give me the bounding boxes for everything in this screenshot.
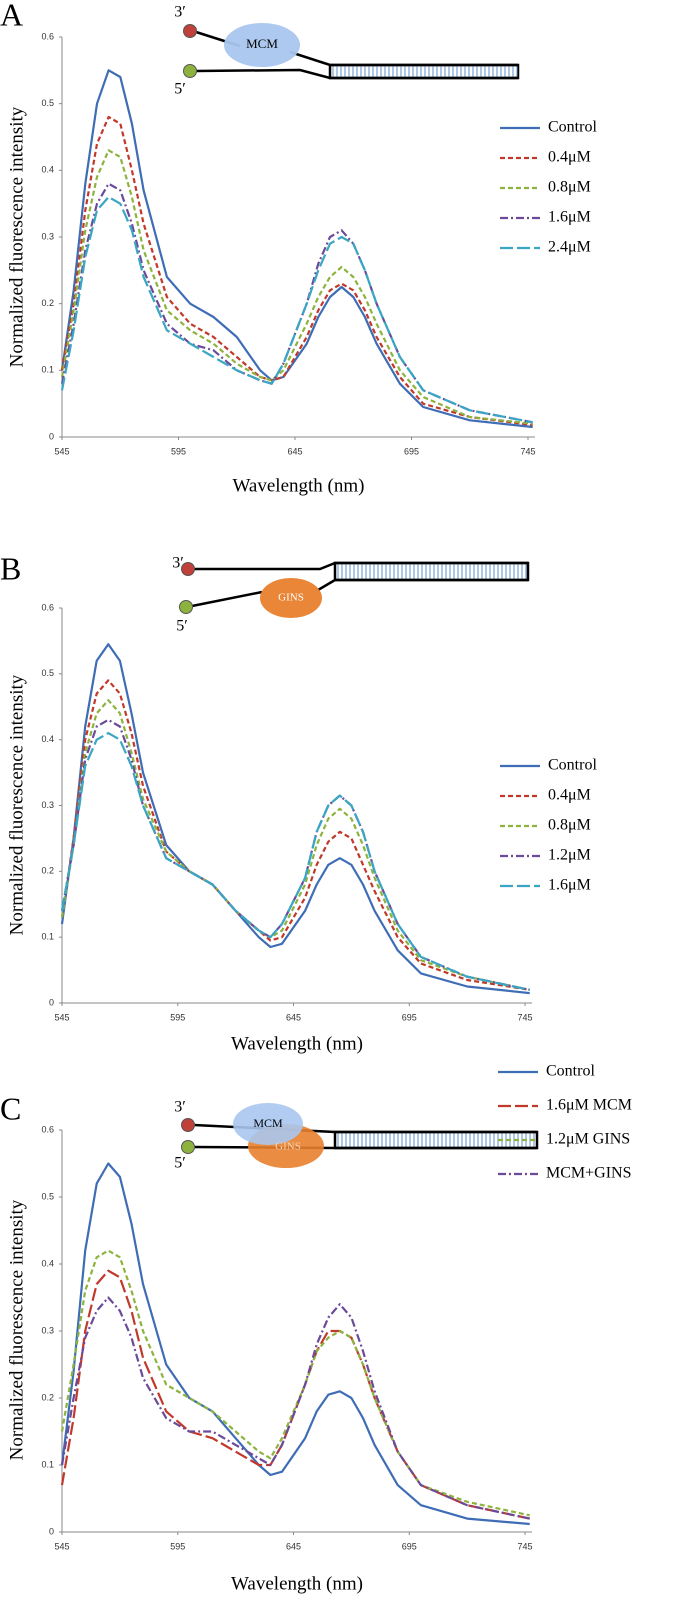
legend-label: 0.4μM [548, 149, 591, 166]
y-tick-label: 0.3 [41, 231, 54, 241]
duplex-outline [328, 63, 520, 80]
y-tick-label: 0.6 [41, 602, 54, 612]
series-line [60, 718, 530, 991]
legend-label: 1.6μM MCM [546, 1097, 632, 1114]
series-line [60, 182, 533, 424]
legend-label: Control [546, 1063, 595, 1080]
legend-label: 0.8μM [548, 817, 591, 834]
diagram-label: 5′ [176, 618, 188, 635]
series-line [60, 1296, 530, 1520]
x-tick-label: 745 [518, 1541, 533, 1551]
x-tick-label: 695 [404, 446, 419, 456]
y-tick-label: 0.2 [41, 298, 54, 308]
series-line [60, 699, 530, 991]
legend-label: Control [548, 119, 597, 136]
diagram-label: GINS [278, 592, 304, 604]
fluorophore [183, 24, 197, 38]
y-tick-label: 0.4 [41, 734, 54, 744]
series-line [60, 1162, 530, 1526]
protein [260, 578, 322, 618]
legend-label: 1.6μM [548, 877, 591, 894]
y-tick-label: 0.5 [41, 1191, 54, 1201]
series-line [60, 115, 533, 427]
y-tick-label: 0.1 [41, 365, 54, 375]
x-tick-label: 545 [54, 1012, 69, 1022]
x-tick-label: 645 [286, 1541, 301, 1551]
legend-label: Control [548, 757, 597, 774]
x-axis-label: Wavelength (nm) [233, 475, 365, 496]
panel-label: C [0, 1090, 21, 1126]
y-axis-label: Normalized fluorescence intensity [6, 1199, 27, 1460]
series-line [60, 732, 530, 991]
x-tick-label: 595 [170, 1012, 185, 1022]
strand [317, 578, 528, 592]
x-tick-label: 745 [520, 446, 535, 456]
y-tick-label: 0.6 [41, 1124, 54, 1134]
fluorophore [181, 1118, 195, 1132]
x-tick-label: 745 [518, 1012, 533, 1022]
strand [289, 50, 518, 67]
y-axis-label: Normalized fluorescence intensity [6, 674, 27, 935]
legend-label: 0.8μM [548, 179, 591, 196]
x-tick-label: 595 [170, 1541, 185, 1551]
fluorophore [183, 64, 197, 78]
panel-label: B [0, 550, 21, 586]
y-tick-label: 0.3 [41, 800, 54, 810]
diagram-label: 3′ [172, 555, 184, 572]
protein [233, 1103, 303, 1145]
duplex-outline [333, 1130, 539, 1150]
diagram-label: GINS [275, 1141, 301, 1153]
panel-label: A [0, 0, 23, 32]
x-axis-label: Wavelength (nm) [231, 1573, 363, 1594]
y-tick-label: 0.6 [41, 31, 54, 41]
legend-label: 1.2μM GINS [546, 1131, 630, 1148]
x-tick-label: 595 [171, 446, 186, 456]
series-line [60, 1269, 530, 1520]
strand [191, 590, 263, 608]
x-tick-label: 695 [402, 1012, 417, 1022]
diagram-label: MCM [246, 36, 278, 51]
x-tick-label: 645 [286, 1012, 301, 1022]
legend-label: 0.4μM [548, 787, 591, 804]
diagram-label: 3′ [174, 1099, 186, 1116]
series-line [60, 149, 533, 425]
series-line [60, 195, 533, 424]
y-tick-label: 0.2 [41, 1392, 54, 1402]
x-axis-label: Wavelength (nm) [231, 1033, 363, 1054]
y-tick-label: 0 [49, 997, 54, 1007]
legend-label: 2.4μM [548, 239, 591, 256]
fluorophore [181, 1140, 195, 1154]
diagram-label: 3′ [174, 4, 186, 21]
series-line [60, 679, 530, 991]
y-tick-label: 0.1 [41, 932, 54, 942]
y-tick-label: 0.1 [41, 1459, 54, 1469]
x-tick-label: 545 [54, 446, 69, 456]
legend-label: 1.6μM [548, 209, 591, 226]
series-line [60, 69, 533, 429]
fluorophore [179, 600, 193, 614]
y-tick-label: 0.5 [41, 668, 54, 678]
y-tick-label: 0.2 [41, 866, 54, 876]
x-tick-label: 695 [402, 1541, 417, 1551]
y-tick-label: 0.4 [41, 165, 54, 175]
legend-label: 1.2μM [548, 847, 591, 864]
y-tick-label: 0 [49, 1526, 54, 1536]
protein [224, 23, 300, 67]
diagram-label: MCM [253, 1116, 283, 1130]
diagram-label: 5′ [174, 1155, 186, 1172]
y-tick-label: 0.4 [41, 1258, 54, 1268]
y-tick-label: 0.5 [41, 98, 54, 108]
fluorophore [181, 562, 195, 576]
diagram-label: 5′ [174, 81, 186, 98]
legend-label: MCM+GINS [546, 1165, 631, 1182]
x-tick-label: 545 [54, 1541, 69, 1551]
duplex-outline [333, 561, 530, 582]
y-tick-label: 0 [49, 431, 54, 441]
series-line [60, 1249, 530, 1517]
series-line [60, 643, 530, 995]
x-tick-label: 645 [287, 446, 302, 456]
y-axis-label: Normalized fluorescence intensity [6, 106, 27, 367]
y-tick-label: 0.3 [41, 1325, 54, 1335]
